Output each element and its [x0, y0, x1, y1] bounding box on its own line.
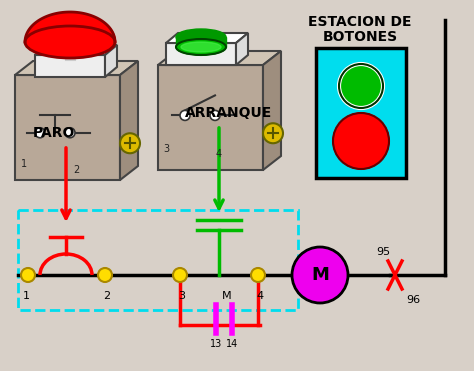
Bar — [176, 37, 226, 47]
Text: 13: 13 — [210, 339, 222, 349]
Text: 96: 96 — [406, 295, 420, 305]
Circle shape — [333, 113, 389, 169]
Polygon shape — [166, 33, 248, 43]
Ellipse shape — [181, 42, 221, 52]
Circle shape — [98, 268, 112, 282]
Circle shape — [65, 128, 75, 138]
Text: ESTACION DE: ESTACION DE — [308, 15, 412, 29]
Polygon shape — [35, 45, 117, 55]
Circle shape — [263, 123, 283, 143]
Text: M: M — [311, 266, 329, 284]
Text: 95: 95 — [376, 247, 390, 257]
Text: 4: 4 — [256, 291, 264, 301]
Text: 14: 14 — [226, 339, 238, 349]
Circle shape — [120, 133, 140, 153]
Text: 3: 3 — [163, 144, 169, 154]
Ellipse shape — [176, 39, 226, 55]
Text: ARRANQUE: ARRANQUE — [185, 106, 273, 120]
Text: 2: 2 — [73, 164, 79, 174]
Text: 1: 1 — [22, 291, 29, 301]
Text: 2: 2 — [103, 291, 110, 301]
Polygon shape — [105, 45, 117, 77]
Text: PARO: PARO — [33, 126, 75, 140]
Polygon shape — [166, 43, 236, 65]
Polygon shape — [15, 61, 138, 75]
Circle shape — [210, 111, 220, 121]
Text: 4: 4 — [216, 149, 222, 159]
Circle shape — [173, 268, 187, 282]
Polygon shape — [158, 51, 281, 65]
Circle shape — [339, 64, 383, 108]
Polygon shape — [158, 65, 263, 170]
Ellipse shape — [176, 29, 226, 45]
Polygon shape — [35, 55, 105, 77]
Text: BOTONES: BOTONES — [322, 30, 398, 44]
Polygon shape — [120, 61, 138, 180]
Circle shape — [21, 268, 35, 282]
Circle shape — [292, 247, 348, 303]
Polygon shape — [236, 33, 248, 65]
Polygon shape — [263, 51, 281, 170]
Circle shape — [251, 268, 265, 282]
Text: 1: 1 — [21, 159, 27, 169]
Text: M: M — [222, 291, 232, 301]
Circle shape — [35, 128, 45, 138]
Bar — [316, 48, 406, 178]
Polygon shape — [15, 75, 120, 180]
Text: 3: 3 — [179, 291, 185, 301]
Ellipse shape — [25, 26, 115, 58]
Circle shape — [180, 111, 190, 121]
